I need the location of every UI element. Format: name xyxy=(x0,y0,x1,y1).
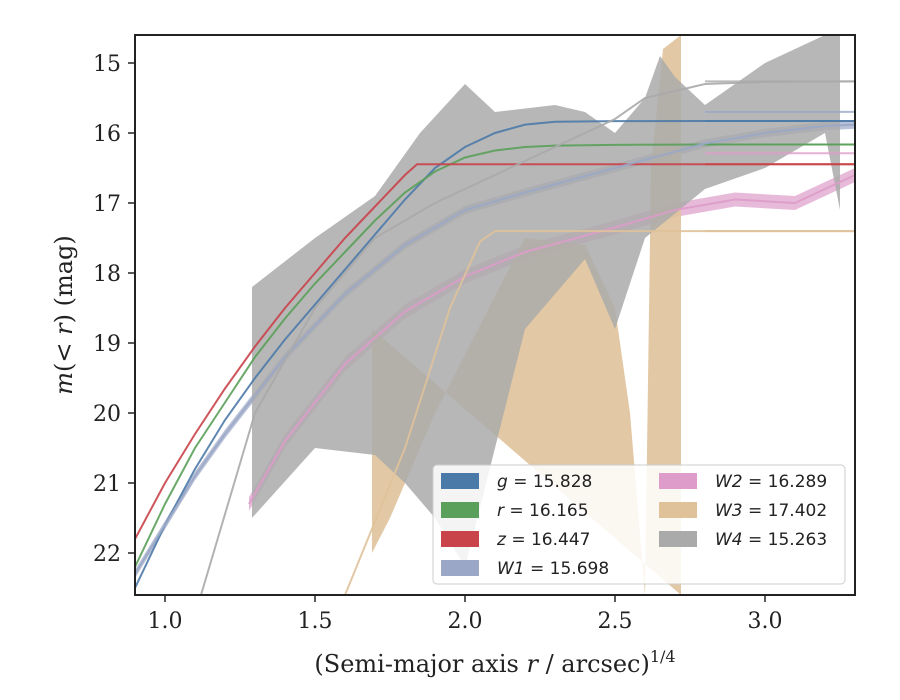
legend-swatch-z xyxy=(441,531,479,547)
legend-swatch-w3 xyxy=(659,502,697,518)
x-tick-label: 2.5 xyxy=(598,609,633,634)
legend-label-z: z = 16.447 xyxy=(496,530,590,550)
legend-swatch-r xyxy=(441,502,479,518)
line-w1 xyxy=(135,123,855,575)
x-tick-label: 3.0 xyxy=(748,609,783,634)
legend-label-w3: W3 = 17.402 xyxy=(715,501,827,521)
x-tick-label: 1.5 xyxy=(298,609,333,634)
legend-label-w1: W1 = 15.698 xyxy=(497,559,609,579)
y-tick-label: 15 xyxy=(93,52,121,77)
line-w4 xyxy=(200,80,855,595)
y-axis-label: m(< r) (mag) xyxy=(50,235,78,395)
legend-label-w4: W4 = 15.263 xyxy=(715,530,827,550)
y-tick-label: 20 xyxy=(93,402,121,427)
y-tick-label: 16 xyxy=(93,122,121,147)
y-axis: 15 16 17 18 19 20 21 22 xyxy=(93,52,135,567)
y-tick-label: 17 xyxy=(93,192,121,217)
plot-frame xyxy=(134,34,856,596)
y-tick-label: 21 xyxy=(93,472,121,497)
legend-label-g: g = 15.828 xyxy=(497,472,592,492)
x-axis-label: (Semi-major axis r / arcsec)1/4 xyxy=(314,647,675,678)
legend: g = 15.828 r = 16.165 z = 16.447 W1 = 15.69… xyxy=(432,464,846,585)
y-tick-label: 19 xyxy=(93,332,121,357)
y-tick-label: 18 xyxy=(93,262,121,287)
line-g xyxy=(135,120,855,589)
legend-box xyxy=(432,464,846,585)
line-w2 xyxy=(248,174,855,505)
x-tick-label: 1.0 xyxy=(148,609,183,634)
legend-swatch-w2 xyxy=(659,473,697,489)
line-r xyxy=(135,143,855,568)
line-w3 xyxy=(344,230,855,595)
legend-swatch-g xyxy=(441,473,479,489)
legend-swatch-w4 xyxy=(659,531,697,547)
x-axis: 1.0 1.5 2.0 2.5 3.0 xyxy=(148,595,783,634)
series-lines xyxy=(135,80,855,595)
legend-label-w2: W2 = 16.289 xyxy=(715,472,827,492)
x-tick-label: 2.0 xyxy=(448,609,483,634)
line-z xyxy=(135,163,855,540)
band-w4 xyxy=(252,35,840,567)
legend-label-r: r = 16.165 xyxy=(497,501,589,521)
y-tick-label: 22 xyxy=(93,542,121,567)
legend-swatch-w1 xyxy=(441,560,479,576)
